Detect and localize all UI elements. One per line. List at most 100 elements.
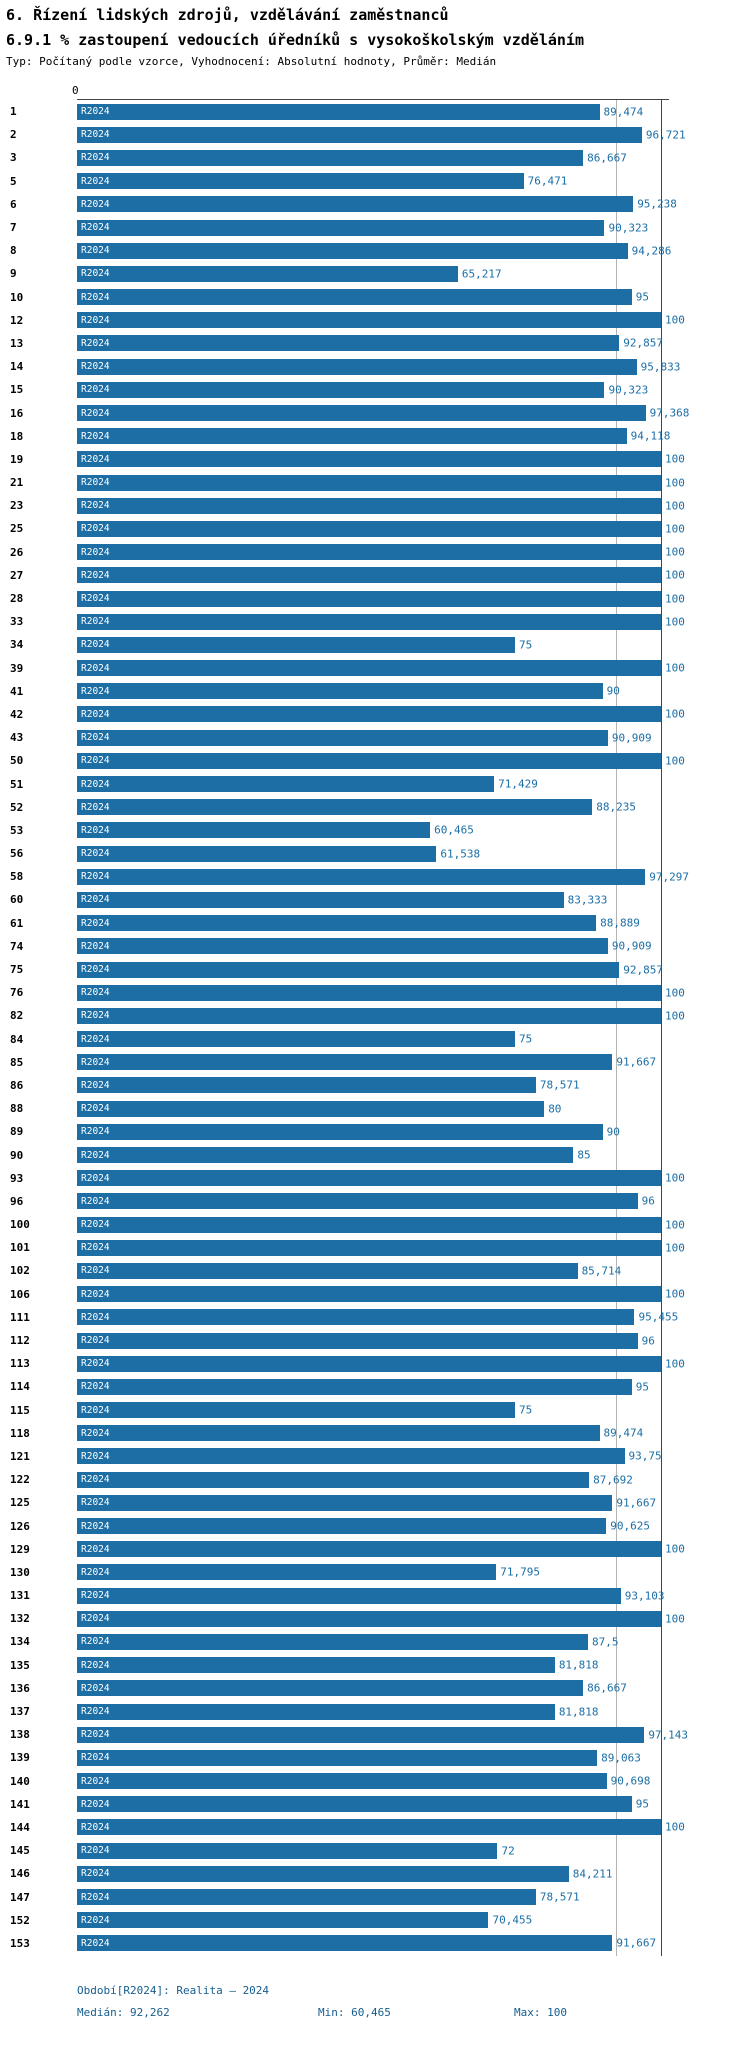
bar[interactable]: R2024 xyxy=(77,358,637,375)
bar[interactable]: R2024 xyxy=(77,1912,489,1929)
bar[interactable]: R2024 xyxy=(77,219,605,236)
bar[interactable]: R2024 xyxy=(77,335,620,352)
chart-row: 84 R2024 75 xyxy=(0,1028,750,1051)
bar[interactable]: R2024 xyxy=(77,1054,613,1071)
bar-series-label: R2024 xyxy=(81,1149,110,1161)
bar[interactable]: R2024 xyxy=(77,1657,555,1674)
bar[interactable]: R2024 xyxy=(77,1448,625,1465)
chart-row: 122 R2024 87,692 xyxy=(0,1468,750,1491)
bar[interactable]: R2024 xyxy=(77,1425,600,1442)
bar[interactable]: R2024 xyxy=(77,1633,588,1650)
bar[interactable]: R2024 xyxy=(77,1262,578,1279)
bar[interactable]: R2024 xyxy=(77,451,661,468)
bar[interactable]: R2024 xyxy=(77,196,634,213)
chart-row: 41 R2024 90 xyxy=(0,680,750,703)
bar[interactable]: R2024 xyxy=(77,289,632,306)
bar[interactable]: R2024 xyxy=(77,1610,661,1627)
bar[interactable]: R2024 xyxy=(77,1819,661,1836)
bar[interactable]: R2024 xyxy=(77,1889,536,1906)
bar[interactable]: R2024 xyxy=(77,381,605,398)
bar[interactable]: R2024 xyxy=(77,961,620,978)
bar-value-label: 100 xyxy=(665,1542,685,1556)
bar[interactable]: R2024 xyxy=(77,544,661,561)
bar[interactable]: R2024 xyxy=(77,799,593,816)
bar[interactable]: R2024 xyxy=(77,729,608,746)
bar[interactable]: R2024 xyxy=(77,1402,515,1419)
bar[interactable]: R2024 xyxy=(77,1471,590,1488)
bar[interactable]: R2024 xyxy=(77,265,458,282)
bar[interactable]: R2024 xyxy=(77,1564,497,1581)
bar-value-label: 81,818 xyxy=(558,1705,599,1719)
row-category-label: 25 xyxy=(10,522,24,536)
bar[interactable]: R2024 xyxy=(77,405,646,422)
bar[interactable]: R2024 xyxy=(77,984,661,1001)
bar[interactable]: R2024 xyxy=(77,1147,574,1164)
bar[interactable]: R2024 xyxy=(77,1587,621,1604)
bar[interactable]: R2024 xyxy=(77,1796,632,1813)
chart-row: 89 R2024 90 xyxy=(0,1120,750,1143)
bar[interactable]: R2024 xyxy=(77,660,661,677)
bar[interactable]: R2024 xyxy=(77,1332,638,1349)
bar[interactable]: R2024 xyxy=(77,1541,661,1558)
bar[interactable]: R2024 xyxy=(77,1935,613,1952)
chart-row: 126 R2024 90,625 xyxy=(0,1514,750,1537)
bar[interactable]: R2024 xyxy=(77,1842,498,1859)
bar[interactable]: R2024 xyxy=(77,474,661,491)
bar[interactable]: R2024 xyxy=(77,103,600,120)
bar[interactable]: R2024 xyxy=(77,1726,645,1743)
bar[interactable]: R2024 xyxy=(77,891,564,908)
row-category-label: 10 xyxy=(10,290,24,304)
bar[interactable]: R2024 xyxy=(77,1773,607,1790)
bar-value-label: 97,368 xyxy=(649,406,690,420)
row-category-label: 147 xyxy=(10,1890,30,1904)
bar[interactable]: R2024 xyxy=(77,822,431,839)
bar[interactable]: R2024 xyxy=(77,1170,661,1187)
bar[interactable]: R2024 xyxy=(77,173,524,190)
bar-track: R2024 100 xyxy=(77,1283,685,1306)
bar[interactable]: R2024 xyxy=(77,706,661,723)
bar-track: R2024 75 xyxy=(77,633,661,656)
bar[interactable]: R2024 xyxy=(77,149,584,166)
bar[interactable]: R2024 xyxy=(77,1216,661,1233)
bar[interactable]: R2024 xyxy=(77,1680,584,1697)
bar[interactable]: R2024 xyxy=(77,1239,661,1256)
bar[interactable]: R2024 xyxy=(77,1031,515,1048)
bar[interactable]: R2024 xyxy=(77,776,495,793)
chart-row: 129 R2024 100 xyxy=(0,1538,750,1561)
bar[interactable]: R2024 xyxy=(77,845,437,862)
bar[interactable]: R2024 xyxy=(77,497,661,514)
bar[interactable]: R2024 xyxy=(77,126,642,143)
bar[interactable]: R2024 xyxy=(77,938,608,955)
bar[interactable]: R2024 xyxy=(77,1193,638,1210)
bar[interactable]: R2024 xyxy=(77,1100,545,1117)
bar[interactable]: R2024 xyxy=(77,1378,632,1395)
bar[interactable]: R2024 xyxy=(77,1286,661,1303)
bar[interactable]: R2024 xyxy=(77,1077,536,1094)
bar[interactable]: R2024 xyxy=(77,613,661,630)
bar[interactable]: R2024 xyxy=(77,636,515,653)
bar[interactable]: R2024 xyxy=(77,1309,635,1326)
bar[interactable]: R2024 xyxy=(77,1703,555,1720)
bar[interactable]: R2024 xyxy=(77,312,661,329)
bar[interactable]: R2024 xyxy=(77,1494,613,1511)
bar[interactable]: R2024 xyxy=(77,428,627,445)
bar-value-label: 100 xyxy=(665,476,685,490)
bar[interactable]: R2024 xyxy=(77,915,597,932)
bar[interactable]: R2024 xyxy=(77,868,646,885)
bar[interactable]: R2024 xyxy=(77,1123,603,1140)
bar-value-label: 91,667 xyxy=(616,1496,657,1510)
bar[interactable]: R2024 xyxy=(77,1865,569,1882)
bar[interactable]: R2024 xyxy=(77,567,661,584)
chart-row: 131 R2024 93,103 xyxy=(0,1584,750,1607)
bar[interactable]: R2024 xyxy=(77,590,661,607)
bar[interactable]: R2024 xyxy=(77,1518,607,1535)
bar-track: R2024 92,857 xyxy=(77,332,663,355)
bar[interactable]: R2024 xyxy=(77,242,628,259)
bar-series-label: R2024 xyxy=(81,361,110,373)
bar[interactable]: R2024 xyxy=(77,1355,661,1372)
bar[interactable]: R2024 xyxy=(77,1749,598,1766)
bar[interactable]: R2024 xyxy=(77,520,661,537)
bar[interactable]: R2024 xyxy=(77,683,603,700)
bar[interactable]: R2024 xyxy=(77,1007,661,1024)
bar[interactable]: R2024 xyxy=(77,752,661,769)
